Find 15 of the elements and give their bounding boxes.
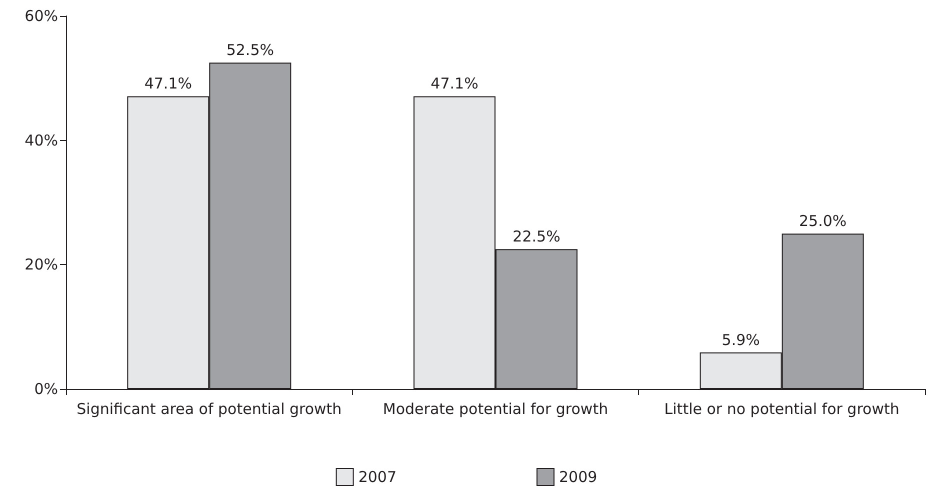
x-tick-label: Significant area of potential growth	[76, 400, 342, 418]
data-label: 47.1%	[430, 74, 478, 93]
data-label: 5.9%	[722, 330, 760, 349]
y-tick-label: 20%	[24, 256, 58, 274]
data-label: 25.0%	[799, 212, 847, 230]
data-label: 22.5%	[512, 228, 560, 246]
data-label: 52.5%	[226, 41, 274, 60]
legend-label: 2007	[358, 468, 397, 486]
legend-label: 2009	[559, 468, 598, 486]
data-label: 47.1%	[144, 74, 192, 93]
x-tick-label: Little or no potential for growth	[664, 400, 900, 418]
x-tick-label: Moderate potential for growth	[382, 400, 608, 418]
y-tick-label: 40%	[24, 131, 58, 150]
y-tick-label: 0%	[34, 380, 58, 398]
y-tick-label: 60%	[24, 7, 58, 25]
